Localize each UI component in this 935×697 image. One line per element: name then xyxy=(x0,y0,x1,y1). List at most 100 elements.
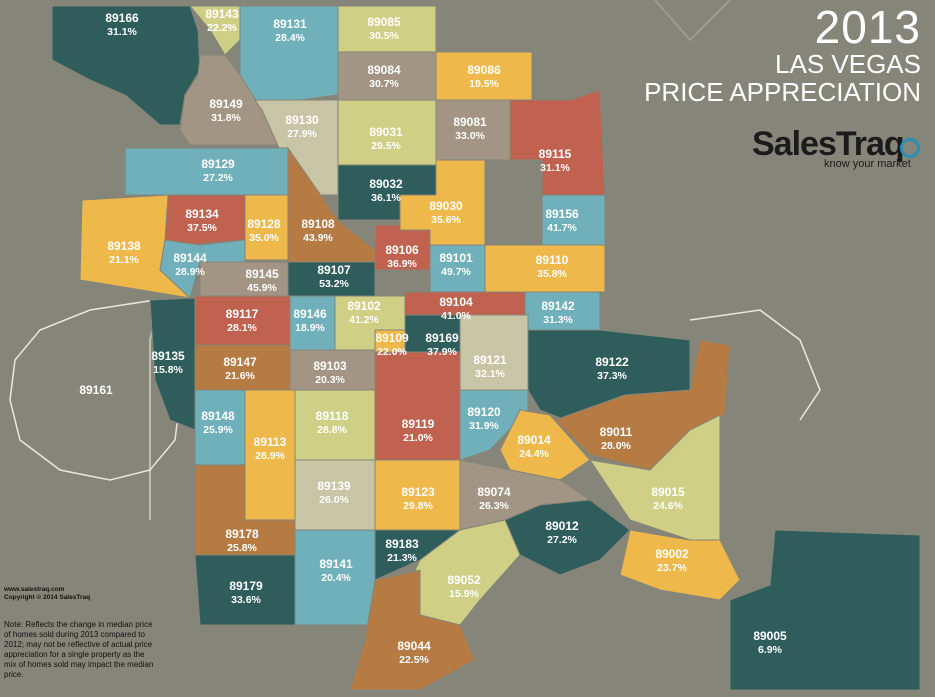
zip-pct-89147: 21.6% xyxy=(225,370,255,382)
zip-region-89005[interactable] xyxy=(729,529,921,691)
zip-code-89123: 89123 xyxy=(401,485,435,499)
footnote: Note: Reflects the change in median pric… xyxy=(4,620,154,679)
zip-code-89102: 89102 xyxy=(347,299,381,313)
zip-pct-89106: 36.9% xyxy=(387,258,417,270)
zip-region-89115[interactable] xyxy=(509,89,606,196)
zip-pct-89118: 28.8% xyxy=(317,424,347,436)
zip-region-89011[interactable] xyxy=(554,339,731,471)
zip-code-89146: 89146 xyxy=(293,307,327,321)
zip-pct-89074: 26.3% xyxy=(479,500,509,512)
zip-pct-89131: 28.4% xyxy=(275,32,305,44)
zip-pct-89145: 45.9% xyxy=(247,282,277,294)
zip-code-89138: 89138 xyxy=(107,239,141,253)
zip-code-89081: 89081 xyxy=(453,115,487,129)
zip-region-89015[interactable] xyxy=(588,414,721,541)
zip-region-89110[interactable] xyxy=(484,244,606,293)
zip-pct-89183: 21.3% xyxy=(387,552,417,564)
zip-code-89052: 89052 xyxy=(447,573,481,587)
zip-code-89161: 89161 xyxy=(79,383,113,397)
zip-pct-89014: 24.4% xyxy=(519,448,549,460)
zip-pct-89012: 27.2% xyxy=(547,534,577,546)
zip-code-89179: 89179 xyxy=(229,579,263,593)
zip-pct-89081: 33.0% xyxy=(455,130,485,142)
zip-pct-89119: 21.0% xyxy=(403,432,433,444)
zip-label-89161: 89161 xyxy=(79,383,113,397)
zip-code-89104: 89104 xyxy=(439,295,473,309)
zip-region-89149[interactable] xyxy=(179,54,289,146)
zip-region-89085[interactable] xyxy=(337,5,437,53)
zip-region-89044[interactable] xyxy=(349,569,476,691)
zip-code-89139: 89139 xyxy=(317,479,351,493)
zip-pct-89117: 28.1% xyxy=(227,322,257,334)
zip-pct-89110: 35.8% xyxy=(537,268,567,280)
zip-code-89149: 89149 xyxy=(209,97,243,111)
zip-pct-89179: 33.6% xyxy=(231,594,261,606)
zip-code-89143: 89143 xyxy=(205,7,239,21)
zip-code-89101: 89101 xyxy=(439,251,473,265)
website-link[interactable]: www.salestraq.com xyxy=(4,586,65,593)
zip-pct-89141: 20.4% xyxy=(321,572,351,584)
zip-region-89002[interactable] xyxy=(619,529,741,601)
zip-code-89117: 89117 xyxy=(226,307,259,321)
zip-code-89121: 89121 xyxy=(473,353,507,367)
zip-code-89131: 89131 xyxy=(273,17,307,31)
title-line-1: LAS VEGAS xyxy=(775,49,921,79)
zip-region-89135[interactable] xyxy=(149,297,196,431)
zip-code-89178: 89178 xyxy=(225,527,259,541)
zip-region-89179[interactable] xyxy=(194,554,296,626)
zip-region-89012[interactable] xyxy=(504,499,631,576)
brand-logo: SalesTraq know your market xyxy=(752,126,924,170)
zip-pct-89120: 31.9% xyxy=(469,420,499,432)
zip-pct-89085: 30.5% xyxy=(369,30,399,42)
magnifier-icon xyxy=(900,138,920,158)
copyright-text: Copyright © 2014 SalesTraq xyxy=(4,594,91,601)
zip-region-89143[interactable] xyxy=(188,5,241,56)
zip-code-89120: 89120 xyxy=(467,405,501,419)
zip-region-89166[interactable] xyxy=(51,5,201,126)
zip-code-89044: 89044 xyxy=(397,639,431,653)
brand-tagline: know your market xyxy=(824,158,911,170)
zip-pct-89102: 41.2% xyxy=(349,314,379,326)
zip-code-89115: 89115 xyxy=(539,147,572,161)
zip-code-89118: 89118 xyxy=(316,409,349,423)
zip-code-89074: 89074 xyxy=(477,485,511,499)
zip-region-89120[interactable] xyxy=(459,389,529,461)
zip-code-89122: 89122 xyxy=(595,355,629,369)
zip-code-89110: 89110 xyxy=(536,253,569,267)
zip-pct-89113: 26.9% xyxy=(255,450,285,462)
zip-code-89106: 89106 xyxy=(385,243,419,257)
zip-pct-89086: 19.5% xyxy=(469,78,499,90)
zip-pct-89030: 35.6% xyxy=(431,214,461,226)
zip-code-89014: 89014 xyxy=(517,433,551,447)
footer-credits: www.salestraq.com Copyright © 2014 Sales… xyxy=(4,586,90,602)
zip-pct-89169: 37.9% xyxy=(427,346,457,358)
zip-code-89129: 89129 xyxy=(201,157,235,171)
brand-name: SalesTraq xyxy=(752,125,905,163)
